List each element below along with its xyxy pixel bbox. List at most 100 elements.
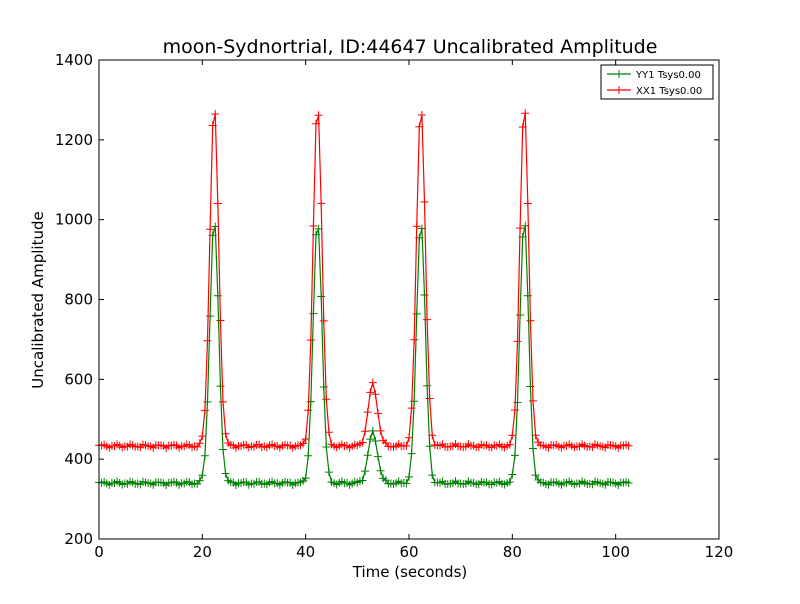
data-point-marker — [513, 337, 522, 346]
y-tick-label: 1400 — [55, 51, 93, 69]
data-point-marker — [219, 397, 227, 406]
data-point-marker — [529, 444, 537, 453]
x-tick-label: 60 — [399, 543, 418, 561]
data-point-marker — [523, 291, 532, 300]
x-axis-label: Time (seconds) — [352, 563, 468, 581]
data-point-marker — [213, 199, 222, 208]
data-point-marker — [407, 449, 416, 458]
data-point-marker — [219, 445, 227, 454]
plot-area: 0 20 40 60 80 100 120 200 400 600 800 1000 1200 1400 — [55, 51, 734, 561]
data-point-marker — [420, 291, 429, 300]
data-point-marker — [402, 479, 411, 488]
x-tick-label: 120 — [705, 543, 734, 561]
legend-label: YY1 Tsys0.00 — [635, 70, 701, 81]
data-point-marker — [319, 316, 328, 325]
data-point-marker — [428, 431, 437, 440]
data-point-marker — [508, 431, 517, 440]
data-point-marker — [405, 433, 413, 442]
data-point-marker — [412, 309, 421, 318]
data-point-marker — [368, 426, 377, 435]
plot-background — [99, 60, 719, 539]
series-yy1 — [95, 221, 633, 490]
data-point-marker — [314, 111, 323, 120]
data-point-marker — [195, 439, 204, 448]
data-point-marker — [221, 429, 230, 438]
data-point-marker — [309, 222, 318, 231]
data-point-marker — [508, 470, 517, 479]
data-point-marker — [322, 443, 331, 452]
data-point-marker — [363, 451, 372, 460]
data-point-marker — [206, 225, 215, 234]
data-point-marker — [361, 467, 370, 476]
data-point-marker — [376, 426, 385, 435]
x-tick-label: 20 — [193, 543, 212, 561]
data-point-marker — [200, 406, 209, 415]
data-point-marker — [510, 406, 519, 415]
data-point-marker — [366, 435, 375, 444]
data-point-marker — [428, 471, 437, 480]
data-point-marker — [324, 468, 333, 477]
data-point-marker — [368, 378, 377, 387]
data-point-marker — [304, 451, 313, 460]
legend-marker — [615, 70, 623, 78]
data-point-marker — [374, 452, 382, 461]
data-point-marker — [371, 390, 380, 399]
data-point-marker — [420, 197, 429, 206]
y-tick-label: 1200 — [55, 131, 93, 149]
data-point-marker — [301, 474, 310, 483]
data-point-marker — [198, 471, 207, 480]
data-point-marker — [361, 427, 370, 436]
y-tick-label: 1000 — [55, 211, 93, 229]
data-point-marker — [531, 471, 540, 480]
y-tick-label: 800 — [64, 291, 93, 309]
data-point-marker — [324, 428, 333, 437]
data-point-marker — [505, 478, 514, 487]
data-point-marker — [301, 434, 310, 443]
data-point-marker — [510, 451, 519, 460]
y-tick-label: 600 — [64, 370, 93, 388]
x-tick-label: 100 — [601, 543, 630, 561]
data-point-marker — [526, 316, 535, 325]
data-point-marker — [371, 436, 380, 445]
legend: YY1 Tsys0.00 XX1 Tsys0.00 — [600, 64, 714, 100]
data-point-marker — [516, 311, 525, 320]
data-point-marker — [425, 442, 434, 451]
data-point-marker — [402, 441, 411, 450]
legend-box — [600, 64, 714, 100]
data-point-marker — [358, 438, 367, 447]
data-point-marker — [425, 394, 434, 403]
data-point-marker — [198, 432, 207, 441]
data-point-marker — [405, 472, 413, 481]
data-point-marker — [358, 476, 367, 485]
data-point-marker — [376, 466, 385, 475]
data-point-marker — [200, 451, 209, 460]
data-point-marker — [309, 309, 318, 318]
data-point-marker — [423, 315, 432, 324]
series-xx1 — [95, 109, 633, 452]
data-point-marker — [206, 312, 215, 321]
data-point-marker — [299, 439, 308, 448]
data-point-marker — [624, 441, 633, 450]
chart-title: moon-Sydnortrial, ID:44647 Uncalibrated … — [163, 36, 658, 58]
data-point-marker — [221, 469, 230, 478]
data-point-marker — [417, 110, 426, 119]
data-point-marker — [518, 123, 527, 132]
data-point-marker — [374, 409, 382, 418]
data-point-marker — [363, 408, 372, 417]
y-axis-label: Uncalibrated Amplitude — [29, 211, 47, 388]
x-tick-label: 40 — [296, 543, 315, 561]
y-tick-label: 400 — [64, 450, 93, 468]
legend-marker — [615, 86, 623, 94]
data-point-marker — [306, 336, 315, 345]
data-point-marker — [521, 109, 530, 118]
data-point-marker — [203, 336, 212, 345]
data-point-marker — [529, 396, 537, 405]
x-tick-label: 0 — [94, 543, 104, 561]
data-point-marker — [505, 440, 514, 449]
data-point-marker — [317, 199, 326, 208]
data-point-marker — [208, 121, 217, 130]
x-tick-label: 80 — [503, 543, 522, 561]
data-point-marker — [412, 222, 421, 231]
